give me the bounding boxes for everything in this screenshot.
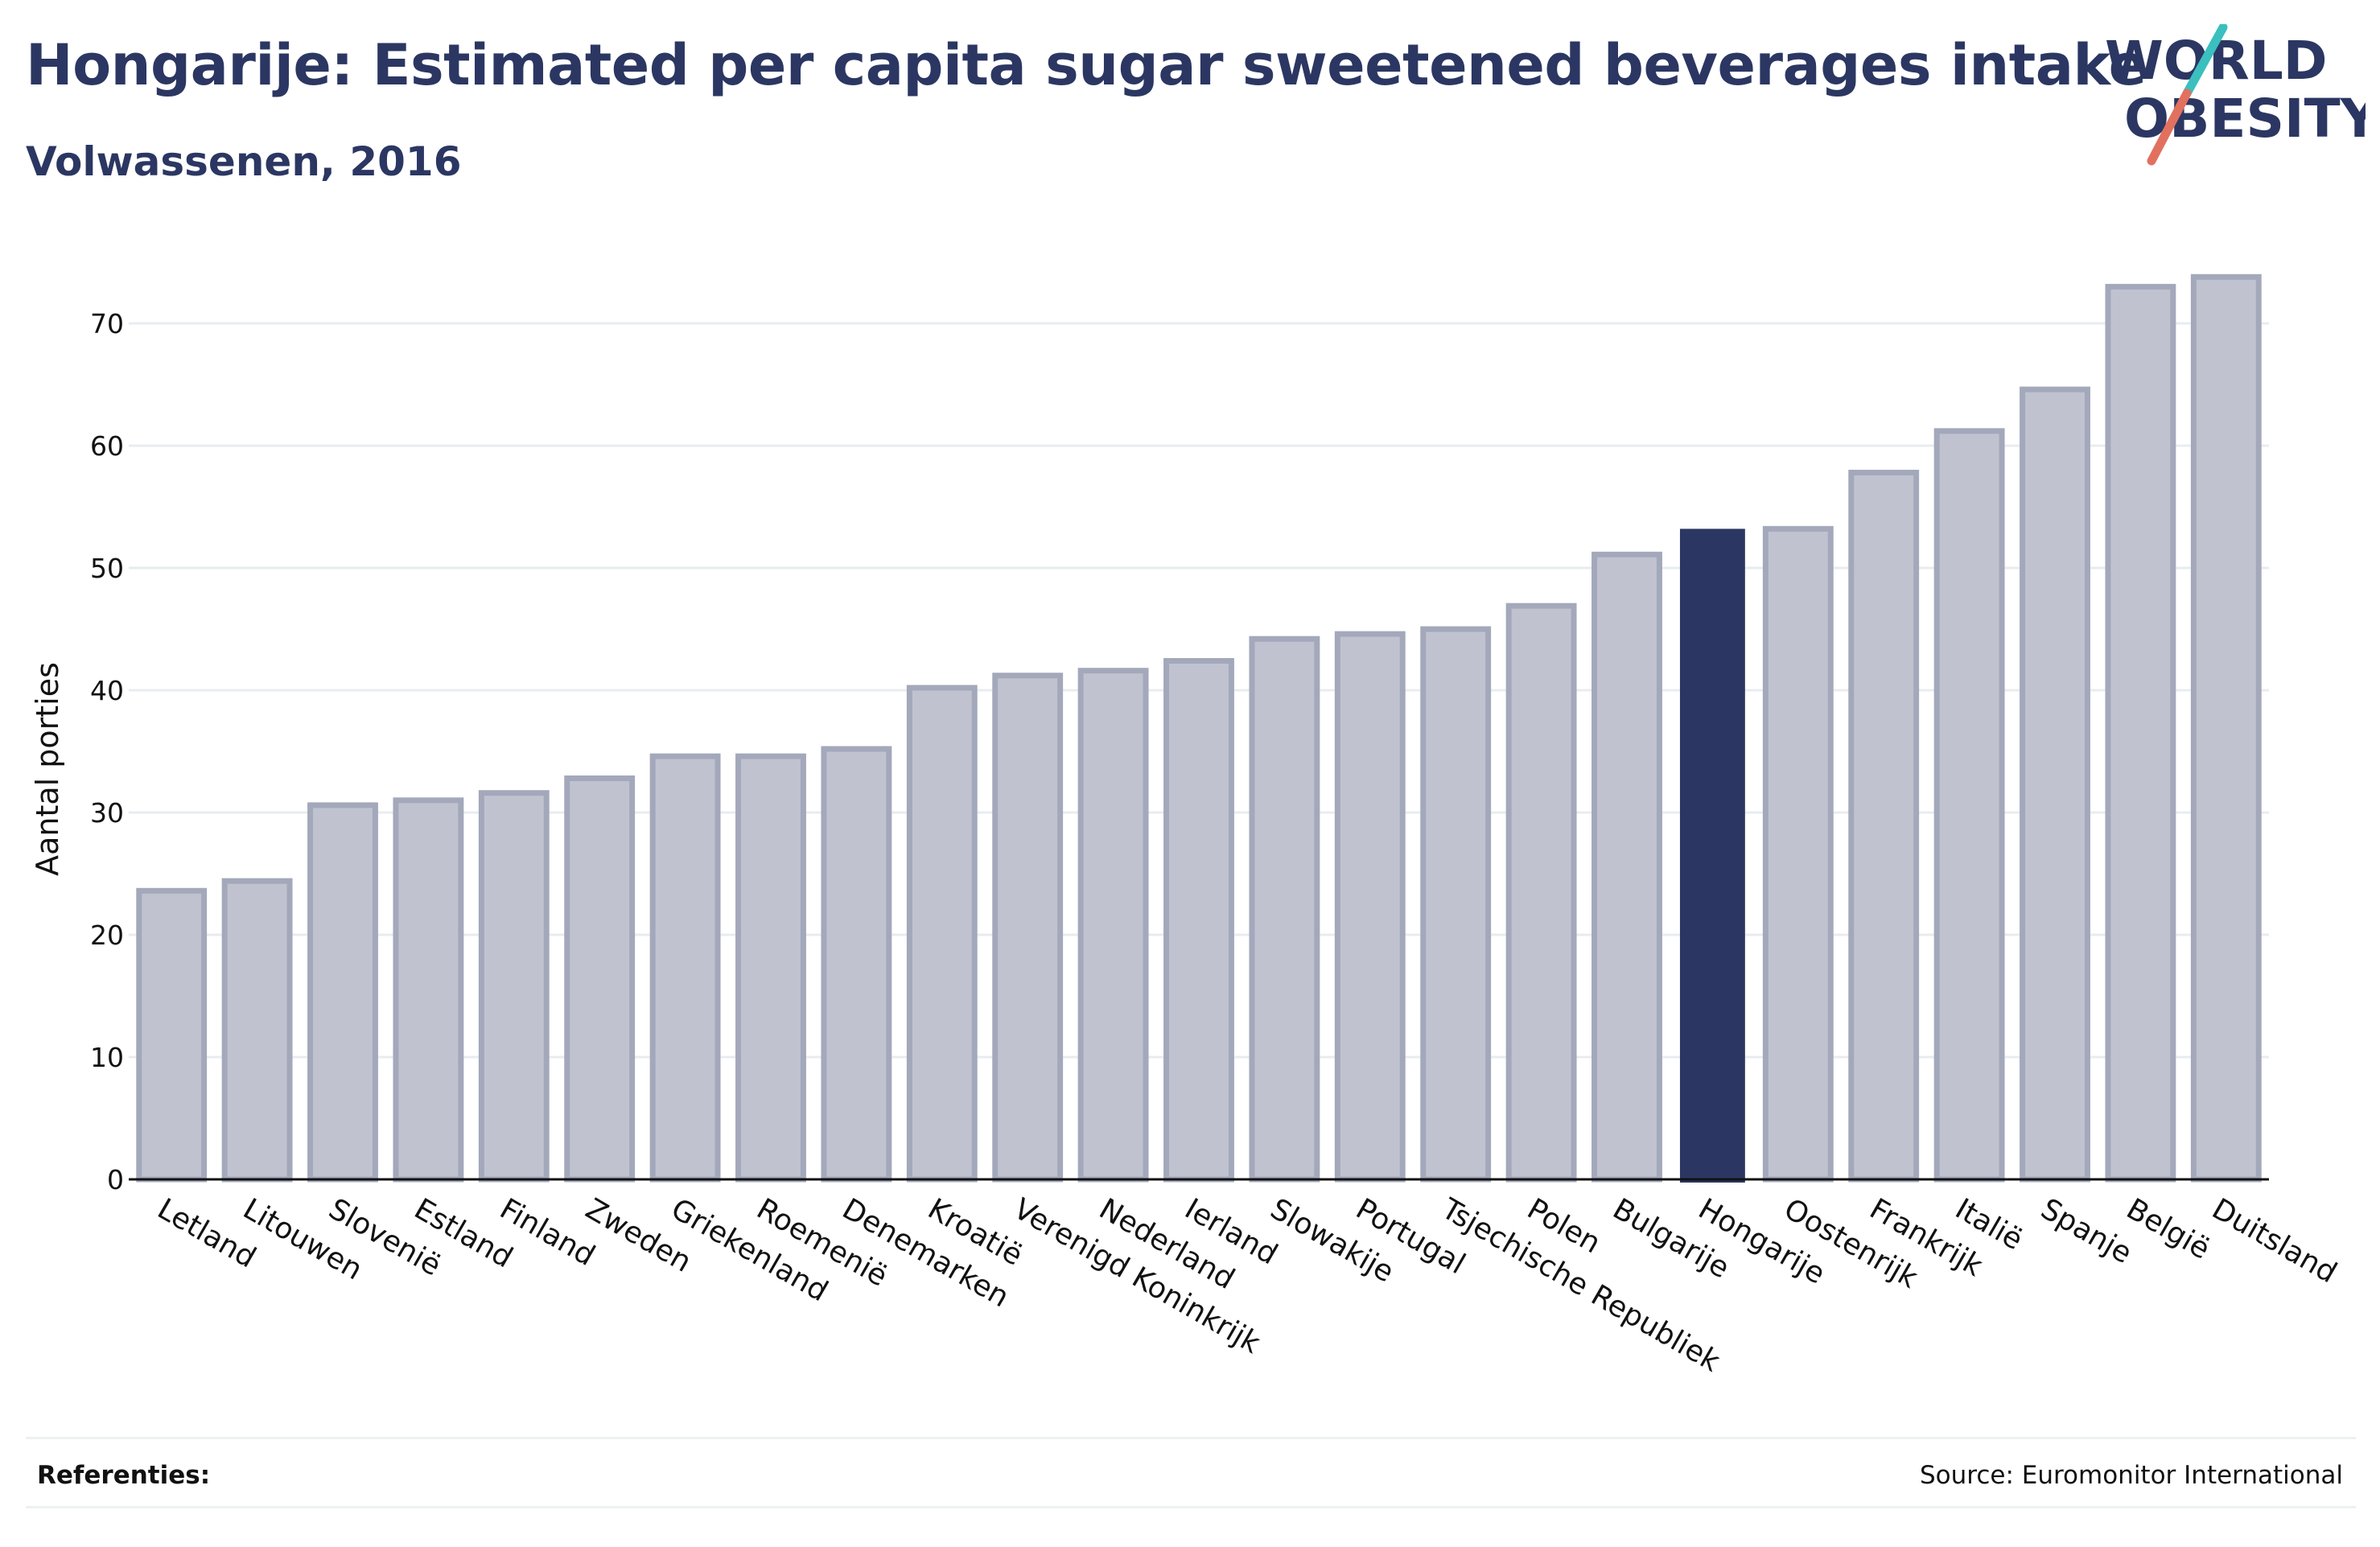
x-tick-label: Finland xyxy=(494,1192,600,1273)
footer-divider-top xyxy=(26,1437,2356,1439)
y-tick-label: 0 xyxy=(107,1164,124,1195)
x-tick-label: Duitsland xyxy=(2206,1192,2342,1290)
logo-slash-top xyxy=(2182,24,2228,98)
bar-estland xyxy=(393,797,464,1183)
x-tick-label: België xyxy=(2121,1192,2215,1265)
bar-polen xyxy=(1505,603,1577,1183)
bar-portugal xyxy=(1334,631,1406,1183)
chart-subtitle: Volwassenen, 2016 xyxy=(26,138,462,185)
bar-italië xyxy=(1933,428,2005,1183)
bar-duitsland xyxy=(2190,274,2262,1183)
chart-title: Hongarije: Estimated per capita sugar sw… xyxy=(26,32,2147,98)
bar-slovenië xyxy=(307,802,378,1183)
logo-slash-bottom xyxy=(2147,88,2192,166)
bar-belgië xyxy=(2105,283,2176,1183)
bar-ierland xyxy=(1163,658,1234,1183)
bar-zweden xyxy=(564,775,636,1183)
bar-griekenland xyxy=(649,753,721,1183)
x-tick-label: Spanje xyxy=(2036,1192,2138,1270)
world-obesity-logo: WORLD OBESITY xyxy=(2105,24,2366,166)
source-text: Source: Euromonitor International xyxy=(1919,1461,2343,1490)
y-tick-label: 10 xyxy=(90,1042,124,1073)
bar-finland xyxy=(478,790,550,1183)
bar-letland xyxy=(136,887,208,1183)
bar-verenigd-koninkrijk xyxy=(992,673,1064,1183)
bar-hongarije xyxy=(1679,529,1745,1183)
bar-nederland xyxy=(1077,668,1149,1183)
bar-bulgarije xyxy=(1591,551,1662,1183)
y-tick-label: 60 xyxy=(90,430,124,462)
bar-litouwen xyxy=(221,878,293,1183)
y-tick-label: 30 xyxy=(90,797,124,829)
bar-roemenië xyxy=(735,753,806,1183)
footer-divider-bottom xyxy=(26,1506,2356,1508)
bar-spanje xyxy=(2020,386,2090,1183)
y-tick-label: 70 xyxy=(90,308,124,339)
bar-slowakije xyxy=(1249,636,1320,1183)
bar-kroatië xyxy=(906,685,978,1183)
x-tick-label: Letland xyxy=(152,1192,261,1274)
references-label: Referenties: xyxy=(37,1461,211,1490)
bar-denemarken xyxy=(821,746,892,1183)
y-tick-label: 20 xyxy=(90,920,124,951)
bar-oostenrijk xyxy=(1762,525,1834,1183)
bar-tsjechische-republiek xyxy=(1420,626,1492,1183)
y-axis-title: Aantal porties xyxy=(30,662,65,876)
y-tick-label: 40 xyxy=(90,675,124,706)
y-tick-label: 50 xyxy=(90,553,124,584)
bar-frankrijk xyxy=(1848,469,1920,1183)
